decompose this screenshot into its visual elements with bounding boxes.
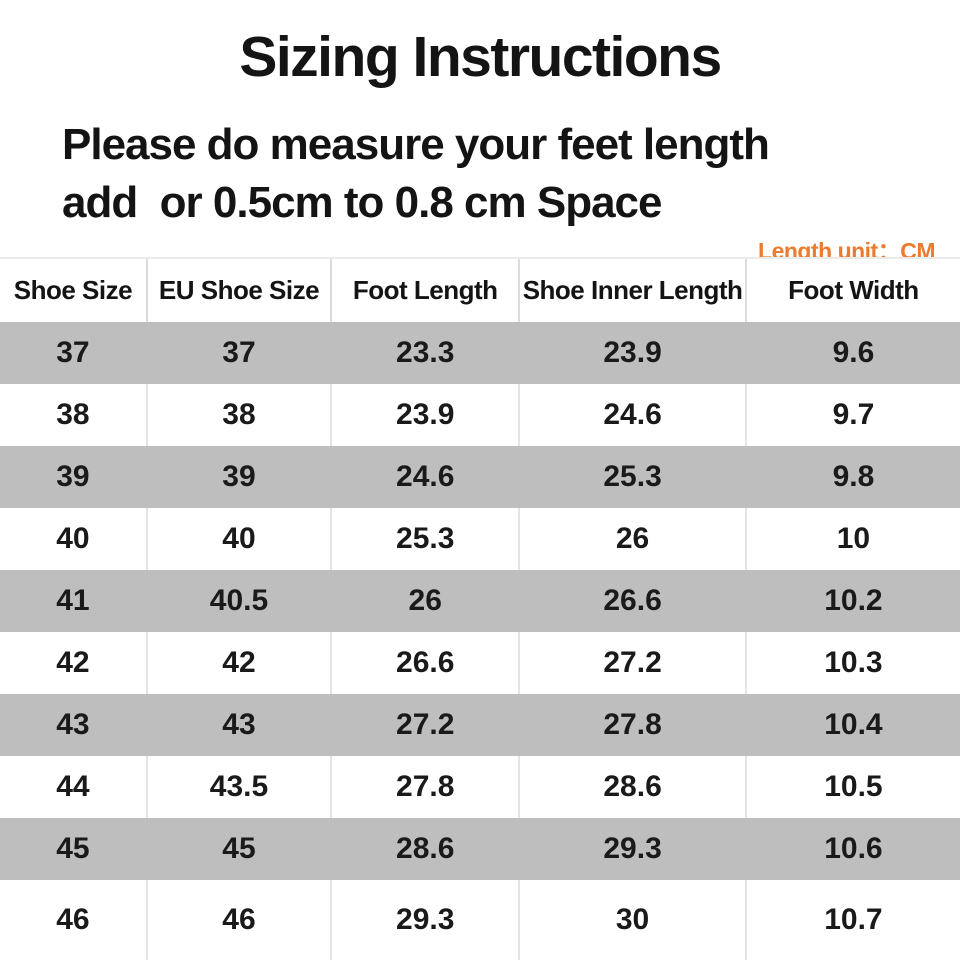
table-row: 42 42 26.6 27.2 10.3	[0, 632, 960, 694]
table-row: 38 38 23.9 24.6 9.7	[0, 384, 960, 446]
table-cell: 10.6	[824, 832, 883, 865]
table-cell: 10.2	[824, 584, 883, 617]
table-cell: 46	[148, 880, 333, 960]
table-cell: 44	[0, 756, 148, 818]
table-row: 40 40 25.3 26 10	[0, 508, 960, 570]
table-cell: 43	[56, 708, 90, 741]
table-row: 46 46 29.3 30 10.7	[0, 880, 960, 960]
table-cell: 25.3	[603, 460, 662, 493]
table-cell: 10.4	[824, 708, 883, 741]
table-row: 45 45 28.6 29.3 10.6	[0, 818, 960, 880]
table-cell: 27.2	[520, 632, 747, 694]
table-row: 43 43 27.2 27.8 10.4	[0, 694, 960, 756]
table-cell: 46	[0, 880, 148, 960]
table-cell: 27.8	[332, 756, 521, 818]
table-cell: 24.6	[520, 384, 747, 446]
page-title: Sizing Instructions	[239, 25, 722, 89]
table-cell: 27.8	[603, 708, 662, 741]
table-cell: 9.7	[832, 398, 875, 431]
table-cell: 10	[836, 522, 871, 555]
table-cell: 38	[0, 384, 148, 446]
table-cell: 26.6	[332, 632, 521, 694]
subtitle: Please do measure your feet length add o…	[62, 116, 960, 232]
table-header-row: Shoe Size EU Shoe Size Foot Length Shoe Inn…	[0, 257, 960, 322]
table-cell: 42	[148, 632, 333, 694]
table-cell: 42	[0, 632, 148, 694]
table-cell: 23.9	[603, 336, 662, 369]
table-cell: 10.7	[824, 903, 883, 936]
table-cell: 10.3	[824, 646, 883, 679]
header-cell-shoe-size: Shoe Size	[0, 259, 148, 322]
table-cell: 26	[520, 508, 747, 570]
table-cell: 28.6	[520, 756, 747, 818]
table-cell: 9.6	[832, 336, 875, 369]
table-cell: 43.5	[148, 756, 333, 818]
table-cell: 43	[222, 708, 256, 741]
table-row: 37 37 23.3 23.9 9.6	[0, 322, 960, 384]
table-cell: 45	[56, 832, 90, 865]
table-cell: 40.5	[209, 584, 269, 617]
table-cell: 29.3	[332, 880, 521, 960]
header-cell-eu-shoe-size: EU Shoe Size	[148, 259, 333, 322]
header-cell-foot-length: Foot Length	[332, 259, 521, 322]
table-cell: 9.8	[832, 460, 875, 493]
table-cell: 39	[222, 460, 256, 493]
subtitle-line-2: add or 0.5cm to 0.8 cm Space	[62, 178, 662, 228]
table-cell: 38	[148, 384, 333, 446]
table-cell: 23.3	[396, 336, 455, 369]
table-cell: 40	[0, 508, 148, 570]
table-cell: 29.3	[603, 832, 662, 865]
table-cell: 41	[56, 584, 90, 617]
table-cell: 45	[222, 832, 256, 865]
table-row: 41 40.5 26 26.6 10.2	[0, 570, 960, 632]
header-cell-foot-width: Foot Width	[788, 275, 919, 305]
table-cell: 37	[56, 336, 90, 369]
table-cell: 25.3	[332, 508, 521, 570]
table-cell: 30	[520, 880, 747, 960]
table-cell: 23.9	[332, 384, 521, 446]
table-cell: 26.6	[603, 584, 662, 617]
header-cell-shoe-inner-length: Shoe Inner Length	[520, 259, 747, 322]
table-cell: 10.5	[824, 770, 883, 803]
subtitle-line-1: Please do measure your feet length	[62, 120, 770, 169]
size-table: Shoe Size EU Shoe Size Foot Length Shoe Inn…	[0, 257, 960, 960]
table-cell: 24.6	[396, 460, 455, 493]
table-row: 39 39 24.6 25.3 9.8	[0, 446, 960, 508]
table-cell: 40	[148, 508, 333, 570]
table-cell: 37	[222, 336, 256, 369]
table-cell: 27.2	[396, 708, 455, 741]
table-cell: 26	[408, 584, 442, 617]
table-cell: 39	[56, 460, 90, 493]
table-cell: 28.6	[396, 832, 455, 865]
table-row: 44 43.5 27.8 28.6 10.5	[0, 756, 960, 818]
